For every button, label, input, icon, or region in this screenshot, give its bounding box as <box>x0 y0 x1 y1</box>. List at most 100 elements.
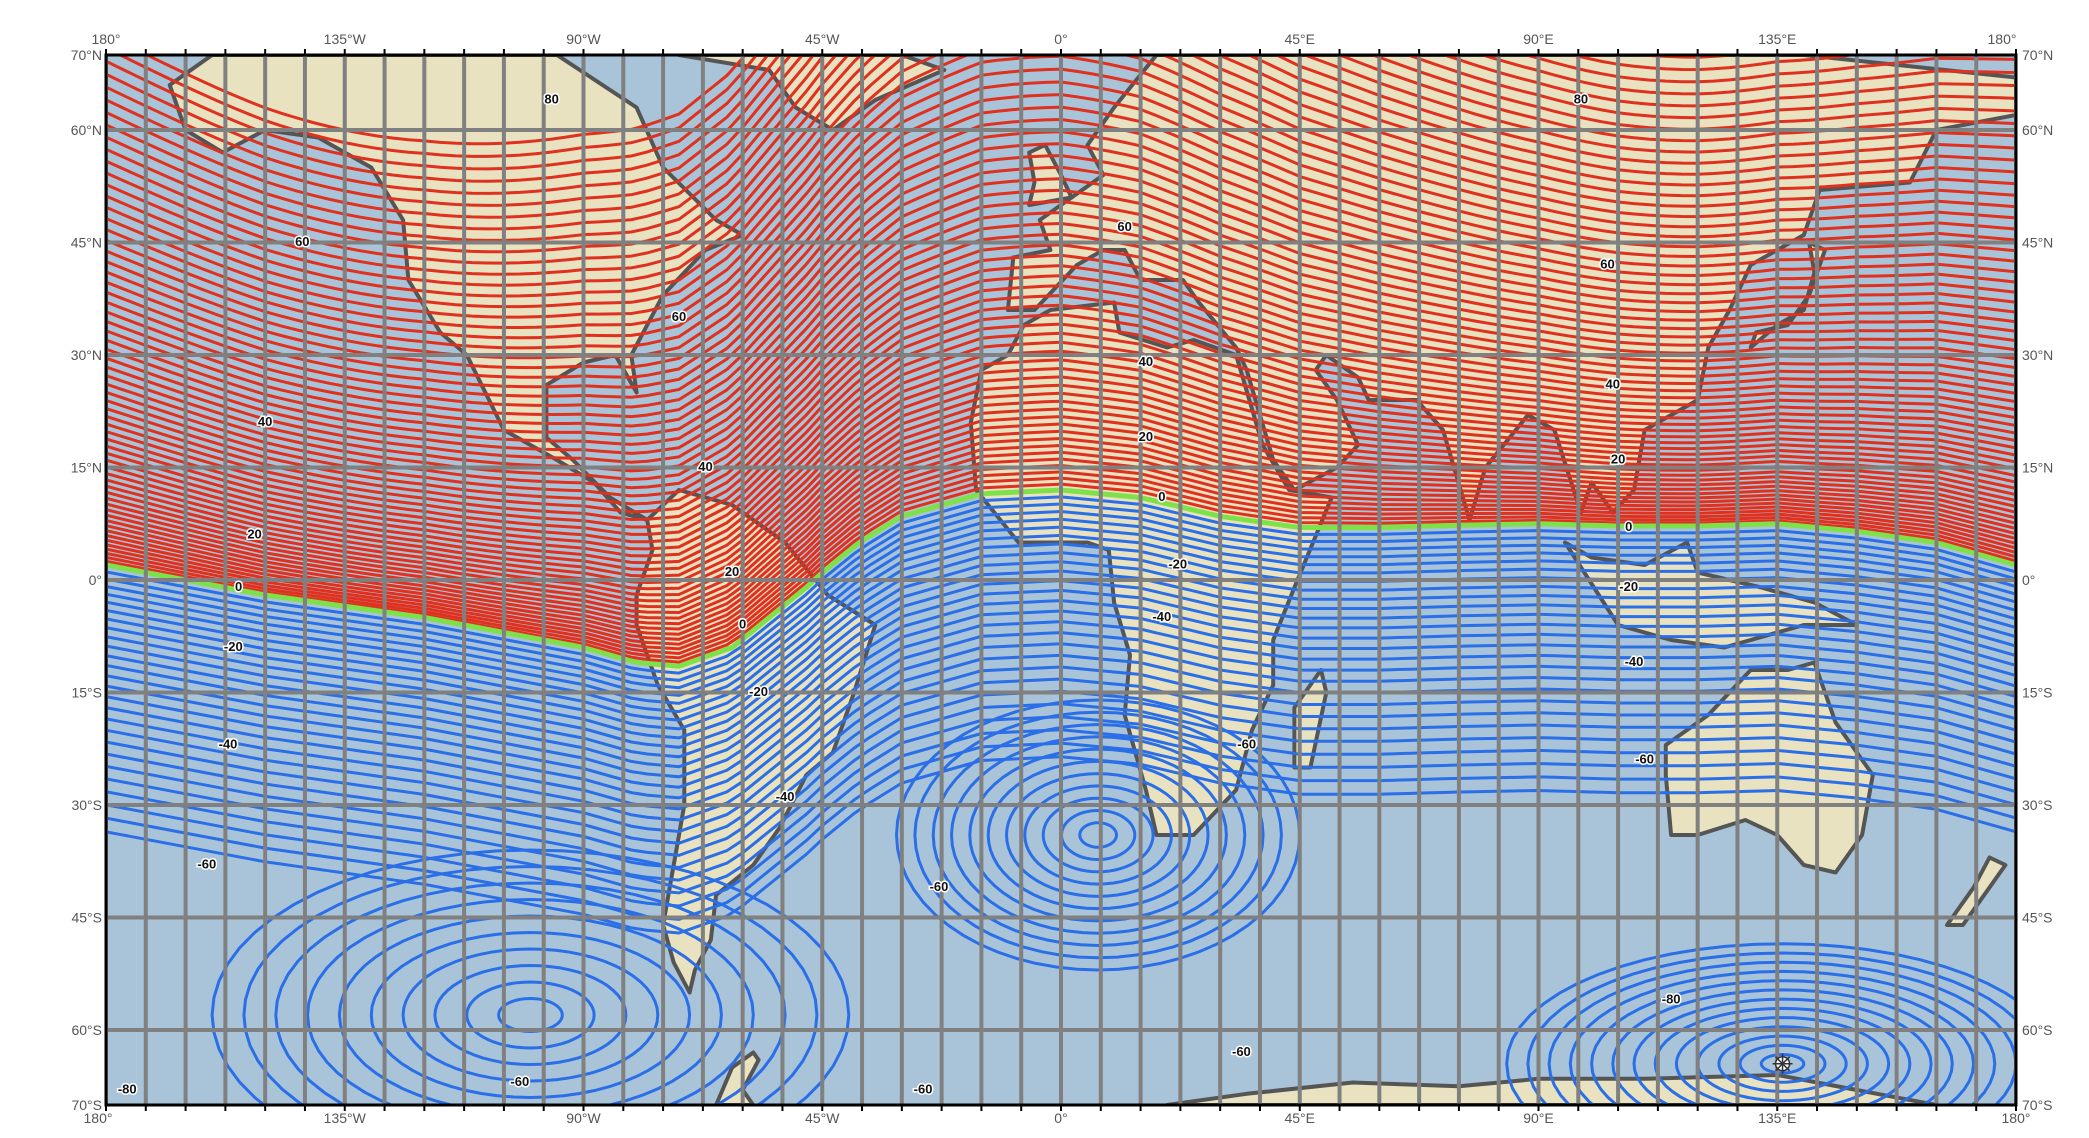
negative-loop-contour <box>1004 772 1192 898</box>
negative-loop-contour <box>369 930 692 1100</box>
negative-loop-contour <box>913 710 1283 960</box>
negative-loop-contour <box>1023 784 1174 886</box>
left-lat-label: 15°N <box>71 460 102 476</box>
top-longitude-labels: 180° 135°W 90°W 45°W 0° 45°E 90°E 135°E 180° <box>92 31 2017 47</box>
top-lon-label: 90°E <box>1523 31 1554 47</box>
left-lat-label: 45°N <box>71 235 102 251</box>
contour-label: -40 <box>1152 609 1171 624</box>
contour-label: -40 <box>1625 654 1644 669</box>
bottom-lon-label: 90°E <box>1523 1110 1554 1126</box>
land-antarctic-peninsula <box>714 1050 761 1105</box>
graticule <box>106 55 2016 1105</box>
pole-marker-ray <box>1782 1056 1791 1065</box>
contour-label: 60 <box>295 234 309 249</box>
contour-label: -60 <box>1232 1044 1251 1059</box>
contour-label: -20 <box>224 639 243 654</box>
contour-label: 80 <box>1574 91 1588 106</box>
contour-label: -20 <box>1619 579 1638 594</box>
bottom-lon-label: 90°W <box>566 1110 601 1126</box>
pole-marker-ray <box>1774 1056 1784 1065</box>
pole-marker-ray <box>1774 1063 1784 1072</box>
negative-loop-contour <box>1738 1043 1827 1084</box>
contour-label: -20 <box>749 684 768 699</box>
contour-label: -60 <box>1635 751 1654 766</box>
bottom-lon-label: 135°E <box>1758 1110 1796 1126</box>
top-lon-label: 135°W <box>324 31 367 47</box>
top-lon-label: 45°E <box>1284 31 1315 47</box>
bottom-lon-label: 180° <box>84 1110 113 1126</box>
left-lat-label: 30°S <box>71 797 102 813</box>
contour-label: 40 <box>698 459 712 474</box>
contour-label: -60 <box>1237 736 1256 751</box>
bottom-lon-label: 180° <box>2002 1110 2031 1126</box>
left-lat-label: 70°S <box>71 1097 102 1113</box>
frame-ticks <box>105 49 2017 1111</box>
contour-label: -60 <box>510 1074 529 1089</box>
left-lat-label: 70°N <box>71 47 102 63</box>
negative-loop-contour <box>949 735 1247 935</box>
contour-label: 0 <box>739 616 746 631</box>
top-lon-label: 45°W <box>805 31 840 47</box>
negative-loop-contour <box>968 747 1228 923</box>
negative-loop-contour <box>1526 951 2016 1105</box>
right-lat-label: 15°S <box>2022 685 2053 701</box>
contour-label: -20 <box>1168 556 1187 571</box>
right-lat-label: 15°N <box>2022 460 2053 476</box>
left-lat-label: 15°S <box>71 685 102 701</box>
top-lon-label: 90°W <box>566 31 601 47</box>
left-lat-label: 60°N <box>71 122 102 138</box>
negative-loop-contour <box>210 848 851 1105</box>
negative-loop-contour <box>894 698 1302 972</box>
left-lat-label: 60°S <box>71 1022 102 1038</box>
right-lat-label: 0° <box>2022 572 2035 588</box>
contour-label: 0 <box>1158 489 1165 504</box>
bottom-lon-label: 135°W <box>324 1110 367 1126</box>
bottom-lon-label: 45°W <box>805 1110 840 1126</box>
contour-label: 20 <box>1611 451 1625 466</box>
contour-label: -60 <box>197 856 216 871</box>
top-lon-label: 135°E <box>1758 31 1796 47</box>
left-lat-label: 30°N <box>71 347 102 363</box>
contour-label: 40 <box>1606 376 1620 391</box>
contour-label: 40 <box>258 414 272 429</box>
negative-loop-contour <box>1611 988 1954 1105</box>
right-lat-label: 60°S <box>2022 1022 2053 1038</box>
contour-label: -80 <box>1662 991 1681 1006</box>
negative-loop-contour <box>306 897 755 1105</box>
negative-loop-contour <box>465 980 596 1050</box>
left-lat-label: 45°S <box>71 910 102 926</box>
contour-label: 80 <box>544 91 558 106</box>
right-lat-label: 70°S <box>2022 1097 2053 1113</box>
right-lat-label: 30°N <box>2022 347 2053 363</box>
negative-loop-contour <box>401 947 660 1083</box>
bottom-lon-label: 45°E <box>1284 1110 1315 1126</box>
contour-label: 0 <box>235 579 242 594</box>
pole-marker <box>1772 1053 1793 1074</box>
contour-label: -40 <box>776 789 795 804</box>
left-latitude-labels: 70°N 60°N 45°N 30°N 15°N 0° 15°S 30°S 45°S 60°S 70… <box>71 47 102 1113</box>
top-lon-label: 0° <box>1054 31 1067 47</box>
contour-label: 20 <box>1139 429 1153 444</box>
contour-label: -60 <box>914 1081 933 1096</box>
contour-label: -80 <box>118 1081 137 1096</box>
right-lat-label: 30°S <box>2022 797 2053 813</box>
contour-label: 60 <box>672 309 686 324</box>
contour-label: 40 <box>1139 354 1153 369</box>
contour-label: 60 <box>1600 256 1614 271</box>
negative-loop-contour <box>986 759 1210 911</box>
left-lat-label: 0° <box>89 572 102 588</box>
contour-label: 60 <box>1117 219 1131 234</box>
contour-label: -60 <box>930 879 949 894</box>
negative-loop-contour <box>1505 942 2016 1105</box>
right-lat-label: 45°N <box>2022 235 2053 251</box>
contour-label: 0 <box>1625 519 1632 534</box>
negative-loop-contour <box>1653 1006 1912 1105</box>
right-latitude-labels: 70°N 60°N 45°N 30°N 15°N 0° 15°S 30°S 45°S 60°S 70… <box>2022 47 2053 1113</box>
top-lon-label: 180° <box>1988 31 2017 47</box>
negative-loop-contour <box>1078 821 1119 849</box>
right-lat-label: 45°S <box>2022 910 2053 926</box>
negative-loop-contour <box>274 881 787 1105</box>
bottom-longitude-labels: 180° 135°W 90°W 45°W 0° 45°E 90°E 135°E 180° <box>84 1110 2031 1126</box>
contour-label: 20 <box>725 564 739 579</box>
